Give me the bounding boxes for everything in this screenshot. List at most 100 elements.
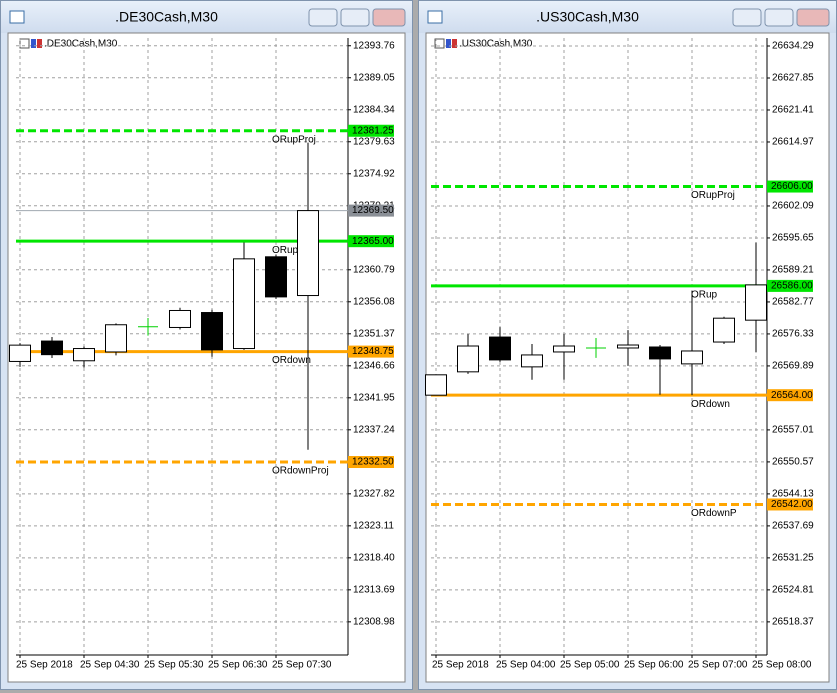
y-tick-label: 26557.01 (772, 425, 814, 436)
level-box (348, 124, 394, 137)
y-tick-label: 26550.57 (772, 457, 814, 468)
x-tick-label: 25 Sep 08:00 (752, 660, 812, 671)
y-tick-label: 26576.33 (772, 329, 814, 340)
candle-body (745, 284, 767, 321)
candle-body (201, 312, 223, 351)
y-tick-label: 12360.79 (353, 264, 395, 275)
y-tick-label: 26537.69 (772, 521, 814, 532)
x-tick-label: 25 Sep 06:30 (208, 660, 268, 671)
y-tick-label: 26544.13 (772, 489, 814, 500)
x-tick-label: 25 Sep 2018 (432, 660, 489, 671)
level-value: 12332.50 (352, 457, 394, 468)
candle-body (73, 348, 95, 362)
level-value: 12365.00 (352, 236, 394, 247)
y-tick-label: 12308.98 (353, 616, 395, 627)
level-box (348, 456, 394, 469)
candle-body (521, 354, 543, 368)
candle-body (169, 309, 191, 328)
x-tick-label: 25 Sep 05:00 (560, 660, 620, 671)
y-tick-label: 26589.21 (772, 265, 814, 276)
y-tick-label: 26621.41 (772, 105, 814, 116)
candle-body (9, 344, 31, 362)
level-name: ORupProj (691, 190, 735, 201)
y-tick-label: 12327.82 (353, 488, 395, 499)
candle-body (617, 344, 639, 349)
level-name: ORup (691, 290, 718, 301)
price-label: 12369.50 (352, 205, 394, 216)
candle-body (105, 324, 127, 353)
minimize-button[interactable] (308, 8, 338, 27)
level-value: 26542.00 (771, 499, 813, 510)
x-tick-label: 25 Sep 04:00 (496, 660, 556, 671)
y-tick-label: 26582.77 (772, 297, 814, 308)
level-name: ORdownP (691, 508, 737, 519)
y-tick-label: 12346.66 (353, 360, 395, 371)
close-button[interactable] (372, 8, 406, 27)
x-tick-label: 25 Sep 07:00 (688, 660, 748, 671)
candle-body (297, 210, 319, 297)
level-value: 26606.00 (771, 181, 813, 192)
price-box (348, 204, 394, 217)
y-tick-label: 26595.65 (772, 233, 814, 244)
y-tick-label: 26569.89 (772, 361, 814, 372)
candle-body (553, 345, 575, 353)
level-name: ORup (272, 245, 299, 256)
window-title: .US30Cash,M30 (536, 9, 639, 25)
minimize-button[interactable] (732, 8, 762, 27)
chart-icon (446, 39, 451, 48)
candle-body (265, 256, 287, 298)
chart-label: .US30Cash,M30 (459, 39, 533, 50)
candle-body (489, 336, 511, 361)
maximize-button[interactable] (340, 8, 370, 27)
level-box (348, 235, 394, 248)
y-tick-label: 26614.97 (772, 137, 814, 148)
level-value: 12348.75 (352, 346, 394, 357)
y-tick-label: 12393.76 (353, 40, 395, 51)
chart-icon (37, 39, 42, 48)
chart-icon (19, 38, 30, 49)
chart-label: .DE30Cash,M30 (44, 39, 118, 50)
y-tick-label: 26634.29 (772, 41, 814, 52)
y-tick-label: 26627.85 (772, 73, 814, 84)
y-tick-label: 12337.24 (353, 424, 395, 435)
candle-body (457, 345, 479, 373)
x-tick-label: 25 Sep 04:30 (80, 660, 140, 671)
window-title: .DE30Cash,M30 (115, 9, 218, 25)
level-box (767, 498, 813, 511)
y-tick-label: 26518.37 (772, 617, 814, 628)
maximize-button[interactable] (764, 8, 794, 27)
y-tick-label: 26531.25 (772, 553, 814, 564)
y-tick-label: 12379.63 (353, 136, 395, 147)
candle-body (233, 258, 255, 350)
x-tick-label: 25 Sep 06:00 (624, 660, 684, 671)
chart-icon (452, 39, 457, 48)
y-tick-label: 12389.05 (353, 72, 395, 83)
candle-body (649, 346, 671, 360)
y-tick-label: 12384.34 (353, 104, 395, 115)
level-name: ORupProj (272, 134, 316, 145)
y-tick-label: 12341.95 (353, 392, 395, 403)
y-tick-label: 12313.69 (353, 584, 395, 595)
window-icon (9, 10, 25, 24)
level-value: 12381.25 (352, 125, 394, 136)
y-tick-label: 12323.11 (353, 520, 394, 531)
level-box (767, 389, 813, 402)
candle-body (713, 317, 735, 343)
y-tick-label: 12318.40 (353, 552, 395, 563)
x-tick-label: 25 Sep 2018 (16, 660, 73, 671)
chart-icon (434, 38, 445, 49)
window-icon (427, 10, 443, 24)
level-box (348, 345, 394, 358)
level-name: ORdownProj (272, 466, 329, 477)
x-tick-label: 25 Sep 07:30 (272, 660, 332, 671)
candle-body (681, 350, 703, 365)
level-name: ORdown (691, 399, 730, 410)
level-name: ORdown (272, 355, 311, 366)
close-button[interactable] (796, 8, 830, 27)
level-value: 26586.00 (771, 281, 813, 292)
y-tick-label: 12351.37 (353, 328, 395, 339)
candle-body (41, 340, 63, 356)
level-value: 26564.00 (771, 390, 813, 401)
y-tick-label: 12356.08 (353, 296, 395, 307)
